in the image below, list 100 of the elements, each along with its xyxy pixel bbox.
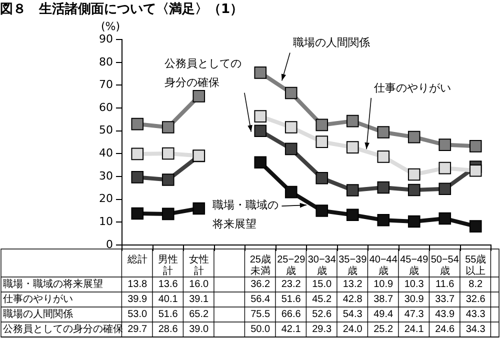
data-label: 13.6 [157,278,179,292]
data-label: 8.2 [468,278,484,292]
point [316,204,328,217]
text: 職場・職域の将来展望 [3,279,103,290]
point [131,118,144,130]
data-label: 16.0 [188,278,210,292]
point [284,186,298,198]
point [254,124,267,138]
point [469,164,482,177]
point [192,202,206,215]
x-tick-label: 45−49歳 [400,254,429,277]
data-label: 29.7 [126,323,148,337]
data-label: 13.2 [342,278,364,292]
data-label: 38.7 [372,293,394,307]
y-tick-label: 0 [106,238,113,251]
data-label: 53.0 [126,308,148,322]
data-label: 66.6 [280,308,302,322]
x-tick-label: 50−54歳 [430,254,460,277]
point [346,114,359,128]
y-axis-title: (%) [100,20,120,33]
point [254,110,267,122]
legend-label: 職場・職域の将来展望 [212,198,279,230]
y-tick-label: 60 [99,100,113,114]
point [346,141,359,154]
point [131,148,144,160]
point [131,171,144,184]
y-tick-label: 40 [99,146,113,160]
point [316,172,328,184]
x-tick-label: 総計 [126,254,148,266]
y-tick-label: 90 [99,32,113,46]
x-tick-label: 40−44歳 [369,254,398,277]
point [284,142,298,156]
point [438,138,452,151]
y-tick-label: 70 [99,78,113,92]
data-label: 45.2 [311,293,333,307]
point [408,130,420,144]
data-label: 75.5 [250,308,272,322]
data-label: 36.2 [250,278,272,292]
text: 仕事のやりがい [3,294,73,305]
x-tick-label: 35−39歳 [338,254,368,277]
x-tick-label: 30−34歳 [308,254,336,277]
point [131,207,144,220]
data-label: 11.6 [434,278,456,292]
y-tick-label: 20 [99,192,113,206]
chart-title: 図８ 生活諸側面について〈満足〉（1） [0,1,244,18]
data-label: 13.8 [126,278,148,292]
point [408,215,420,228]
point [162,147,174,160]
point [408,168,420,181]
x-tick-label: 25−29歳 [277,254,306,277]
data-label: 23.2 [280,278,302,292]
point [377,150,390,163]
data-label: 39.1 [188,293,210,307]
point [316,136,328,148]
data-label: 42.8 [342,293,364,307]
data-label: 10.9 [372,278,394,292]
point [408,184,420,196]
data-label: 24.1 [403,323,425,337]
data-label: 33.7 [434,293,456,307]
y-tick-label: 30 [99,169,113,182]
data-label: 25.2 [372,323,394,337]
data-label: 56.4 [250,293,272,307]
data-label: 30.9 [403,293,425,307]
data-label: 43.3 [464,308,486,322]
text: 職場の人間関係 [292,36,370,50]
data-label: 29.3 [311,323,333,337]
data-label: 54.3 [342,308,364,322]
y-tick-label: 80 [99,55,113,68]
point [346,208,359,222]
point [377,214,390,226]
data-label: 51.6 [280,293,302,307]
data-label: 39.0 [188,323,210,337]
point [284,121,298,134]
data-label: 15.0 [311,278,333,292]
point [162,174,174,186]
data-label: 10.3 [403,278,425,292]
point [162,208,174,220]
point [254,156,267,169]
data-label: 51.6 [157,308,179,322]
y-tick-label: 50 [99,124,113,137]
point [438,182,452,196]
point [469,140,482,152]
point [377,126,390,138]
data-label: 47.3 [403,308,425,322]
data-label: 34.3 [464,323,486,337]
text: 仕事のやりがい [374,81,452,94]
data-label: 24.6 [434,323,456,337]
x-tick-label: 55歳以上 [465,254,486,277]
data-label: 42.1 [280,323,302,337]
data-label: 39.9 [126,293,148,307]
data-label: 50.0 [250,323,272,337]
point [284,86,298,100]
point [192,90,206,102]
point [162,121,174,134]
data-label: 40.1 [157,293,179,307]
data-label: 52.6 [311,308,333,322]
data-label: 32.6 [464,293,486,307]
data-label: 28.6 [157,323,179,337]
data-label: 49.4 [372,308,394,322]
data-label: 65.2 [188,308,210,322]
